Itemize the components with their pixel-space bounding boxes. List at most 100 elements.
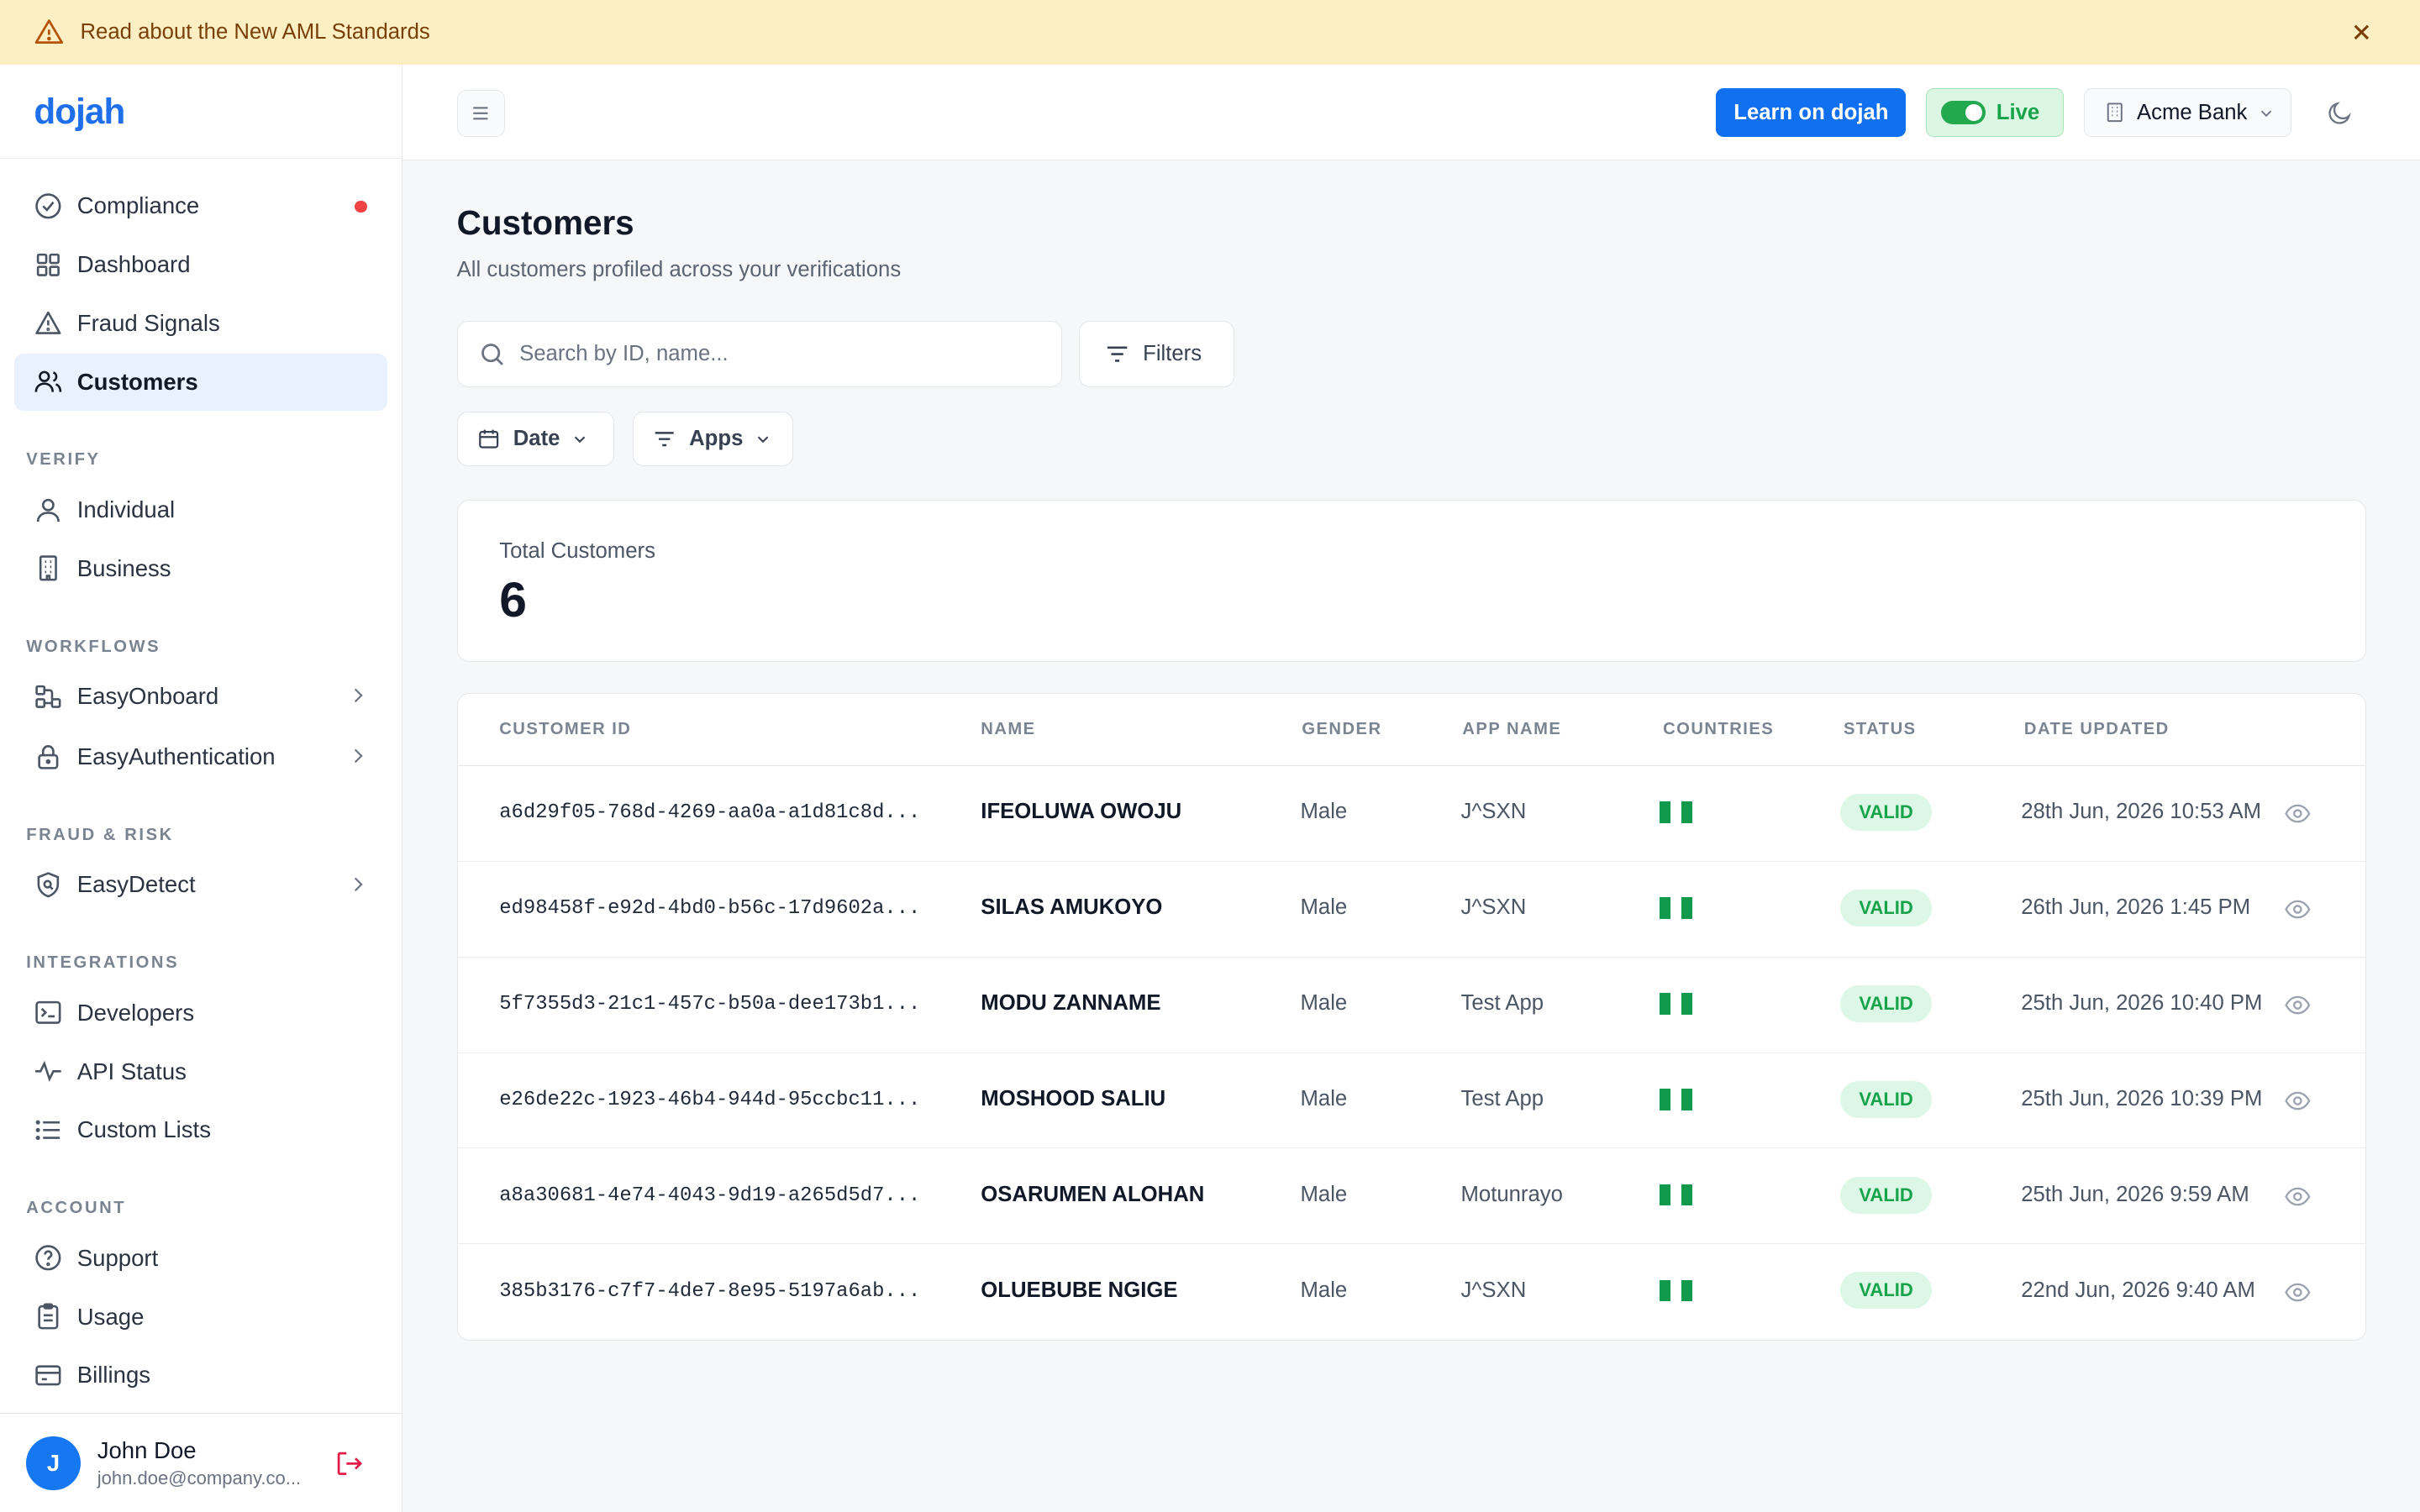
total-customers-value: 6 xyxy=(499,572,527,627)
column-header-app-name[interactable]: APP NAME xyxy=(1462,719,1562,738)
clipboard-icon xyxy=(37,1303,58,1330)
customer-date-updated: 28th Jun, 2026 10:53 AM xyxy=(2021,800,2262,824)
toggle-switch[interactable] xyxy=(1940,101,1986,124)
sidebar-item-dashboard[interactable]: Dashboard xyxy=(14,236,387,293)
column-header-name[interactable]: NAME xyxy=(981,719,1036,738)
nigeria-flag-icon xyxy=(1660,1279,1693,1302)
close-icon[interactable] xyxy=(2346,17,2377,48)
table-row[interactable]: 385b3176-c7f7-4de7-8e95-5197a6ab... OLUE… xyxy=(458,1244,2365,1340)
chevron-right-icon xyxy=(355,689,363,703)
customer-app-name: J^SXN xyxy=(1460,895,1527,920)
customer-gender: Male xyxy=(1300,1182,1348,1206)
live-mode-toggle[interactable]: Live xyxy=(1926,87,2064,138)
sidebar-item-label: Individual xyxy=(76,496,176,522)
customer-id: e26de22c-1923-46b4-944d-95ccbc11... xyxy=(499,1088,921,1111)
customer-name: OLUEBUBE NGIGE xyxy=(981,1278,1178,1302)
customer-gender: Male xyxy=(1300,1278,1348,1302)
sidebar-toggle-button[interactable] xyxy=(456,89,505,138)
section-label-workflows: WORKFLOWS xyxy=(26,637,161,656)
banner-text[interactable]: Read about the New AML Standards xyxy=(80,20,430,45)
search-box[interactable] xyxy=(456,321,1062,387)
apps-filter-dropdown[interactable]: Apps xyxy=(633,412,794,466)
sidebar-item-business[interactable]: Business xyxy=(14,540,387,597)
customers-table: CUSTOMER ID NAME GENDER APP NAME COUNTRI… xyxy=(456,692,2366,1341)
sidebar-item-usage[interactable]: Usage xyxy=(14,1289,387,1346)
customer-gender: Male xyxy=(1300,991,1348,1016)
column-header-date-updated[interactable]: DATE UPDATED xyxy=(2023,719,2170,738)
customer-date-updated: 26th Jun, 2026 1:45 PM xyxy=(2021,895,2251,920)
sidebar: dojah Compliance Dashboard Fraud Signals… xyxy=(0,65,403,1512)
filter-icon xyxy=(1107,346,1128,362)
sidebar-item-easyauthentication[interactable]: EasyAuthentication xyxy=(14,728,387,785)
table-row[interactable]: ed98458f-e92d-4bd0-b56c-17d9602a... SILA… xyxy=(457,862,2365,958)
date-filter-dropdown[interactable]: Date xyxy=(456,412,614,466)
live-label: Live xyxy=(1996,100,2040,124)
column-header-gender[interactable]: GENDER xyxy=(1302,719,1382,738)
nigeria-flag-icon xyxy=(1660,801,1693,823)
column-header-customer-id[interactable]: CUSTOMER ID xyxy=(499,719,632,738)
user-profile[interactable]: J John Doe john.doe@company.co... xyxy=(0,1413,402,1512)
filters-button[interactable]: Filters xyxy=(1078,321,1235,387)
chevron-down-icon xyxy=(575,436,586,443)
dojah-logo[interactable]: dojah xyxy=(34,91,125,131)
table-row[interactable]: a8a30681-4e74-4043-9d19-a265d5d7... OSAR… xyxy=(457,1148,2365,1245)
activity-icon xyxy=(34,1060,61,1083)
sidebar-item-individual[interactable]: Individual xyxy=(14,481,387,538)
status-badge: VALID xyxy=(1840,1272,1932,1310)
sidebar-item-customers[interactable]: Customers xyxy=(13,353,387,411)
search-input[interactable] xyxy=(519,342,1013,367)
sidebar-item-developers[interactable]: Developers xyxy=(14,984,387,1042)
customer-app-name: J^SXN xyxy=(1460,800,1527,824)
sidebar-item-support[interactable]: Support xyxy=(14,1230,387,1287)
customer-gender: Male xyxy=(1300,1087,1348,1111)
organization-name: Acme Bank xyxy=(2136,100,2248,124)
lock-icon xyxy=(37,744,58,769)
eye-icon[interactable] xyxy=(2282,1183,2313,1210)
sidebar-item-api-status[interactable]: API Status xyxy=(14,1043,387,1100)
eye-icon[interactable] xyxy=(2282,1278,2313,1306)
learn-on-dojah-button[interactable]: Learn on dojah xyxy=(1716,87,1907,138)
sidebar-item-fraud-signals[interactable]: Fraud Signals xyxy=(14,295,387,352)
eye-icon[interactable] xyxy=(2282,991,2313,1019)
eye-icon[interactable] xyxy=(2282,800,2313,827)
moon-icon[interactable] xyxy=(2326,99,2354,127)
help-circle-icon xyxy=(34,1245,60,1271)
status-badge: VALID xyxy=(1840,984,1932,1022)
table-row[interactable]: e26de22c-1923-46b4-944d-95ccbc11... MOSH… xyxy=(457,1053,2365,1149)
sidebar-item-label: Developers xyxy=(76,999,195,1026)
customer-name: IFEOLUWA OWOJU xyxy=(981,800,1182,824)
sidebar-item-custom-lists[interactable]: Custom Lists xyxy=(14,1101,387,1158)
warning-triangle-icon xyxy=(34,312,60,335)
sidebar-item-label: Dashboard xyxy=(76,250,191,277)
customer-id: 5f7355d3-21c1-457c-b50a-dee173b1... xyxy=(499,992,921,1016)
sidebar-item-label: Customers xyxy=(76,368,198,395)
page-subtitle: All customers profiled across your verif… xyxy=(456,257,902,281)
credit-card-icon xyxy=(34,1365,60,1386)
logout-icon[interactable] xyxy=(334,1448,365,1479)
sidebar-item-compliance[interactable]: Compliance xyxy=(14,177,387,234)
eye-icon[interactable] xyxy=(2282,895,2313,923)
sidebar-item-easyonboard[interactable]: EasyOnboard xyxy=(14,668,387,725)
sidebar-item-billings[interactable]: Billings xyxy=(14,1347,387,1404)
grid-icon xyxy=(36,253,60,276)
building-icon xyxy=(39,555,57,581)
announcement-banner: Read about the New AML Standards xyxy=(0,0,2420,66)
avatar: J xyxy=(26,1436,81,1490)
column-header-countries[interactable]: COUNTRIES xyxy=(1663,719,1775,738)
chevron-down-icon xyxy=(2260,110,2272,118)
customer-app-name: Test App xyxy=(1460,1087,1544,1111)
eye-icon[interactable] xyxy=(2282,1087,2313,1115)
organization-selector[interactable]: Acme Bank xyxy=(2083,87,2292,138)
users-icon xyxy=(34,370,61,392)
building-icon xyxy=(2107,102,2123,123)
terminal-icon xyxy=(34,1001,60,1025)
topbar: Learn on dojah Live Acme Bank xyxy=(402,65,2420,161)
table-row[interactable]: 5f7355d3-21c1-457c-b50a-dee173b1... MODU… xyxy=(457,958,2365,1053)
column-header-status[interactable]: STATUS xyxy=(1844,719,1917,738)
section-label-integrations: INTEGRATIONS xyxy=(26,953,180,973)
customer-date-updated: 25th Jun, 2026 9:59 AM xyxy=(2021,1182,2249,1206)
sidebar-item-easydetect[interactable]: EasyDetect xyxy=(14,856,387,913)
table-row[interactable]: a6d29f05-768d-4269-aa0a-a1d81c8d... IFEO… xyxy=(457,766,2365,862)
status-badge: VALID xyxy=(1840,794,1932,832)
user-icon xyxy=(36,498,60,522)
